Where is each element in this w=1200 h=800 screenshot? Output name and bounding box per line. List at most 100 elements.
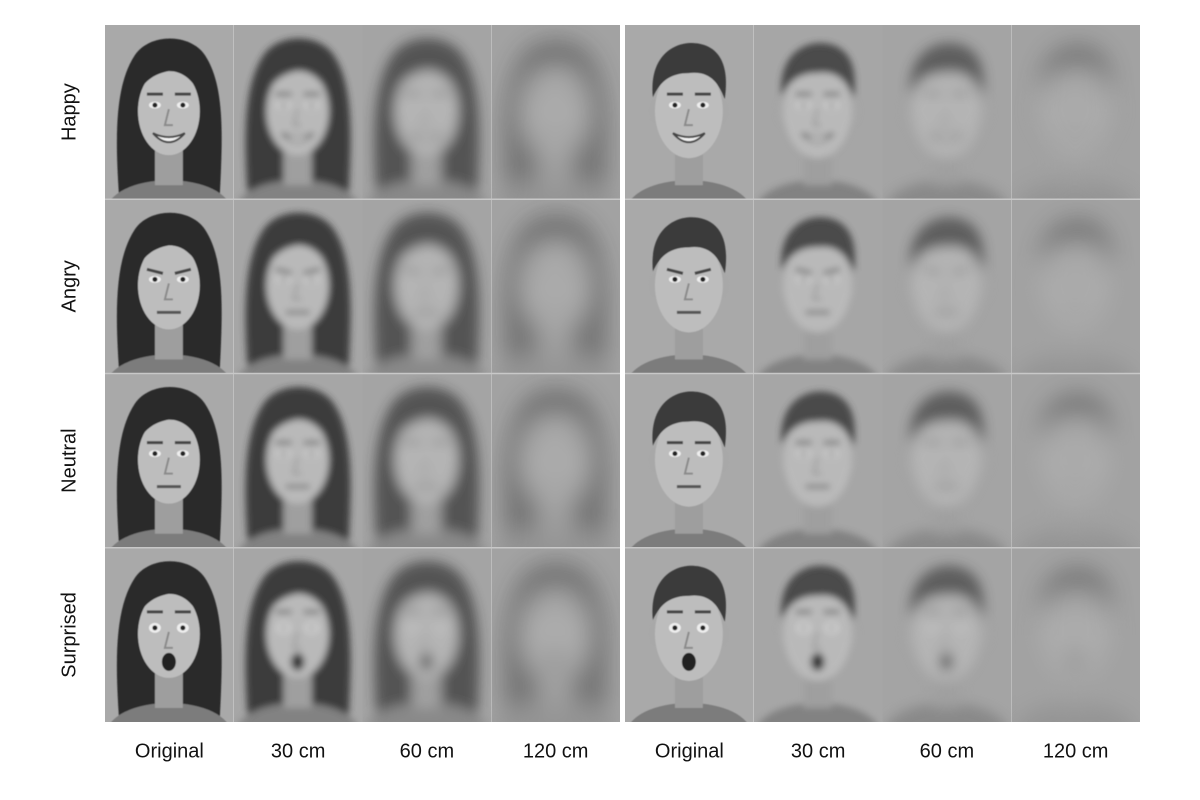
eyebrow (404, 267, 421, 275)
pupil (801, 451, 807, 457)
nose (292, 108, 302, 127)
pupil (180, 102, 186, 108)
hair-fringe (523, 581, 588, 618)
pupil (1058, 625, 1064, 631)
nose (421, 631, 431, 649)
nose (1069, 631, 1080, 649)
pupil (1058, 451, 1064, 457)
face-photo (240, 387, 356, 548)
shirt (497, 180, 613, 200)
face-photo (497, 387, 613, 548)
pupil (672, 276, 678, 282)
face-image (625, 199, 754, 374)
pupil (281, 625, 287, 631)
row-label: Neutral (58, 428, 80, 492)
pupil (1058, 276, 1064, 282)
pupil (309, 451, 315, 457)
face-image (753, 25, 883, 200)
face-photo (1017, 391, 1133, 548)
face-photo (1017, 217, 1133, 374)
shirt (240, 180, 356, 200)
pupil (281, 276, 287, 282)
hair (910, 217, 984, 274)
pupil (700, 102, 706, 108)
face-image (491, 547, 620, 723)
face-photo (888, 43, 1004, 200)
nose (683, 631, 693, 649)
face-photo (1017, 565, 1133, 723)
pupil (437, 451, 443, 457)
column-label: Original (135, 740, 204, 762)
face-image (882, 199, 1012, 374)
hair-fringe (265, 581, 330, 618)
pupil (1086, 625, 1092, 631)
face-image (625, 547, 754, 723)
shirt (368, 528, 484, 548)
pupil (566, 625, 572, 631)
shirt (111, 702, 227, 723)
pupil (566, 276, 572, 282)
eyebrow (924, 267, 941, 275)
pupil (957, 451, 963, 457)
hair (1038, 43, 1113, 100)
pupil (152, 625, 158, 631)
eyebrow (174, 267, 192, 275)
eyebrow (532, 267, 550, 275)
pupil (1086, 276, 1092, 282)
hair (910, 43, 984, 100)
nose (163, 631, 173, 649)
hair (781, 217, 855, 274)
face-image (362, 25, 492, 200)
face-image (882, 547, 1012, 723)
mouth (681, 652, 696, 671)
face-photo (760, 43, 876, 200)
mouth (1058, 132, 1092, 144)
mouth (672, 132, 706, 144)
face-image (625, 373, 754, 548)
shirt (368, 354, 484, 374)
eyebrow (146, 267, 164, 275)
mouth (161, 652, 176, 671)
face-photo (497, 561, 613, 723)
column-label: 30 cm (271, 740, 325, 762)
shirt (240, 702, 356, 723)
shirt (111, 354, 227, 374)
column-label: 120 cm (1043, 740, 1109, 762)
hair (910, 565, 984, 622)
mouth (419, 652, 434, 671)
pupil (957, 276, 963, 282)
nose (421, 283, 431, 301)
face-image (491, 373, 620, 548)
face-image (491, 25, 620, 200)
pupil (409, 451, 415, 457)
nose (1069, 283, 1080, 301)
hair-fringe (394, 58, 459, 96)
mouth (280, 132, 315, 144)
image-grid (105, 25, 1140, 723)
eyebrow (952, 267, 969, 275)
nose (163, 457, 173, 475)
nose (1069, 108, 1080, 127)
pupil (180, 451, 186, 457)
nose (292, 283, 302, 301)
mouth (929, 132, 964, 144)
nose (421, 457, 431, 475)
mouth (939, 652, 954, 671)
pupil (672, 451, 678, 457)
nose (163, 108, 173, 127)
shirt (368, 702, 484, 723)
face-image (233, 373, 363, 548)
face-image (362, 373, 492, 548)
shirt (1017, 354, 1133, 374)
shirt (888, 702, 1004, 723)
face-image (753, 547, 883, 723)
pupil (929, 276, 935, 282)
hair-fringe (265, 233, 330, 270)
eyebrow (275, 267, 293, 275)
hair (652, 43, 727, 100)
eyebrow (694, 267, 712, 275)
nose (812, 108, 822, 127)
mouth (290, 652, 305, 671)
shirt (240, 354, 356, 374)
face-image (362, 199, 492, 374)
